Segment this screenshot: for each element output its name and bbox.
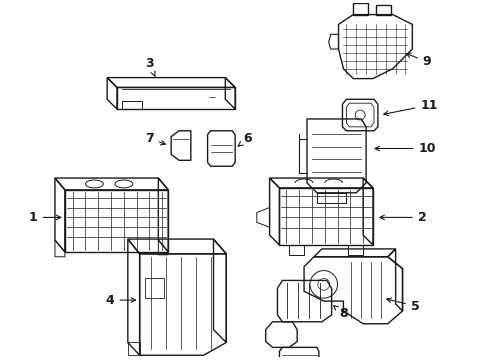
Text: 11: 11 [383,99,437,116]
Text: 5: 5 [386,298,419,312]
Text: 4: 4 [105,294,135,307]
Text: 9: 9 [406,53,430,68]
Text: 6: 6 [238,132,252,146]
Text: 7: 7 [145,132,165,145]
Text: 10: 10 [374,142,435,155]
Text: 8: 8 [333,306,347,320]
Text: 2: 2 [379,211,426,224]
Text: 3: 3 [145,57,155,76]
Text: 1: 1 [29,211,61,224]
